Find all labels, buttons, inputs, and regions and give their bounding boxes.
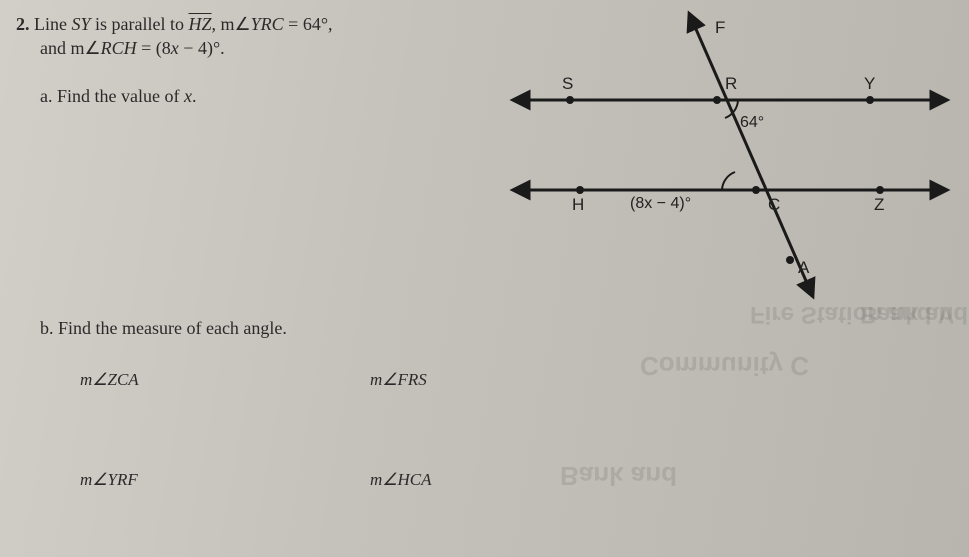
angle-zca: m∠ZCA [80,370,139,390]
angle-hca: m∠HCA [370,470,432,490]
ghost-text-2: Community C [640,350,809,381]
label-r: R [725,74,737,94]
var-rch: RCH [101,38,137,58]
text: and m∠ [40,38,101,58]
part-b-label: b. [40,318,54,338]
point-h [576,186,584,194]
var-yrc: YRC [251,14,284,34]
part-b: b. Find the measure of each angle. [40,318,287,339]
point-a [786,256,794,264]
label-f: F [715,18,725,38]
arc-rch [722,172,735,190]
diagram-svg [500,10,960,310]
label-c: C [768,195,780,215]
part-a-label: a. [40,86,53,106]
angle-frs: m∠FRS [370,370,427,390]
part-a-text: Find the value of [57,86,184,106]
label-8x4: (8x − 4)° [630,195,691,213]
problem-line-1: 2. Line SY is parallel to HZ, m∠YRC = 64… [16,14,333,35]
geometry-diagram: F S R Y H C Z A 64° (8x − 4)° [500,10,960,310]
part-b-text: Find the measure of each angle. [58,318,287,338]
point-z [876,186,884,194]
text: Line [34,14,72,34]
point-r [713,96,721,104]
text: = 64°, [284,14,333,34]
line-fa [692,20,810,290]
problem-number: 2. [16,14,30,34]
label-a: A [798,258,809,278]
var-hz: HZ [189,14,212,34]
part-a-end: . [192,86,197,106]
text: , m∠ [212,14,251,34]
var-sy: SY [72,14,91,34]
page: Bank and Community C Fire Station and V … [0,0,969,557]
var-x: x [171,38,179,58]
problem-line-2: and m∠RCH = (8x − 4)°. [40,38,225,59]
point-c [752,186,760,194]
text: is parallel to [91,14,189,34]
label-y: Y [864,74,875,94]
part-a: a. Find the value of x. [40,86,196,107]
part-a-var: x [184,86,192,106]
angle-yrf: m∠YRF [80,470,138,490]
label-z: Z [874,195,884,215]
point-y [866,96,874,104]
text: − 4)°. [179,38,225,58]
ghost-text-1: Bank and [560,460,677,491]
label-64: 64° [740,114,764,132]
label-h: H [572,195,584,215]
text: = (8 [137,38,171,58]
label-s: S [562,74,573,94]
point-s [566,96,574,104]
